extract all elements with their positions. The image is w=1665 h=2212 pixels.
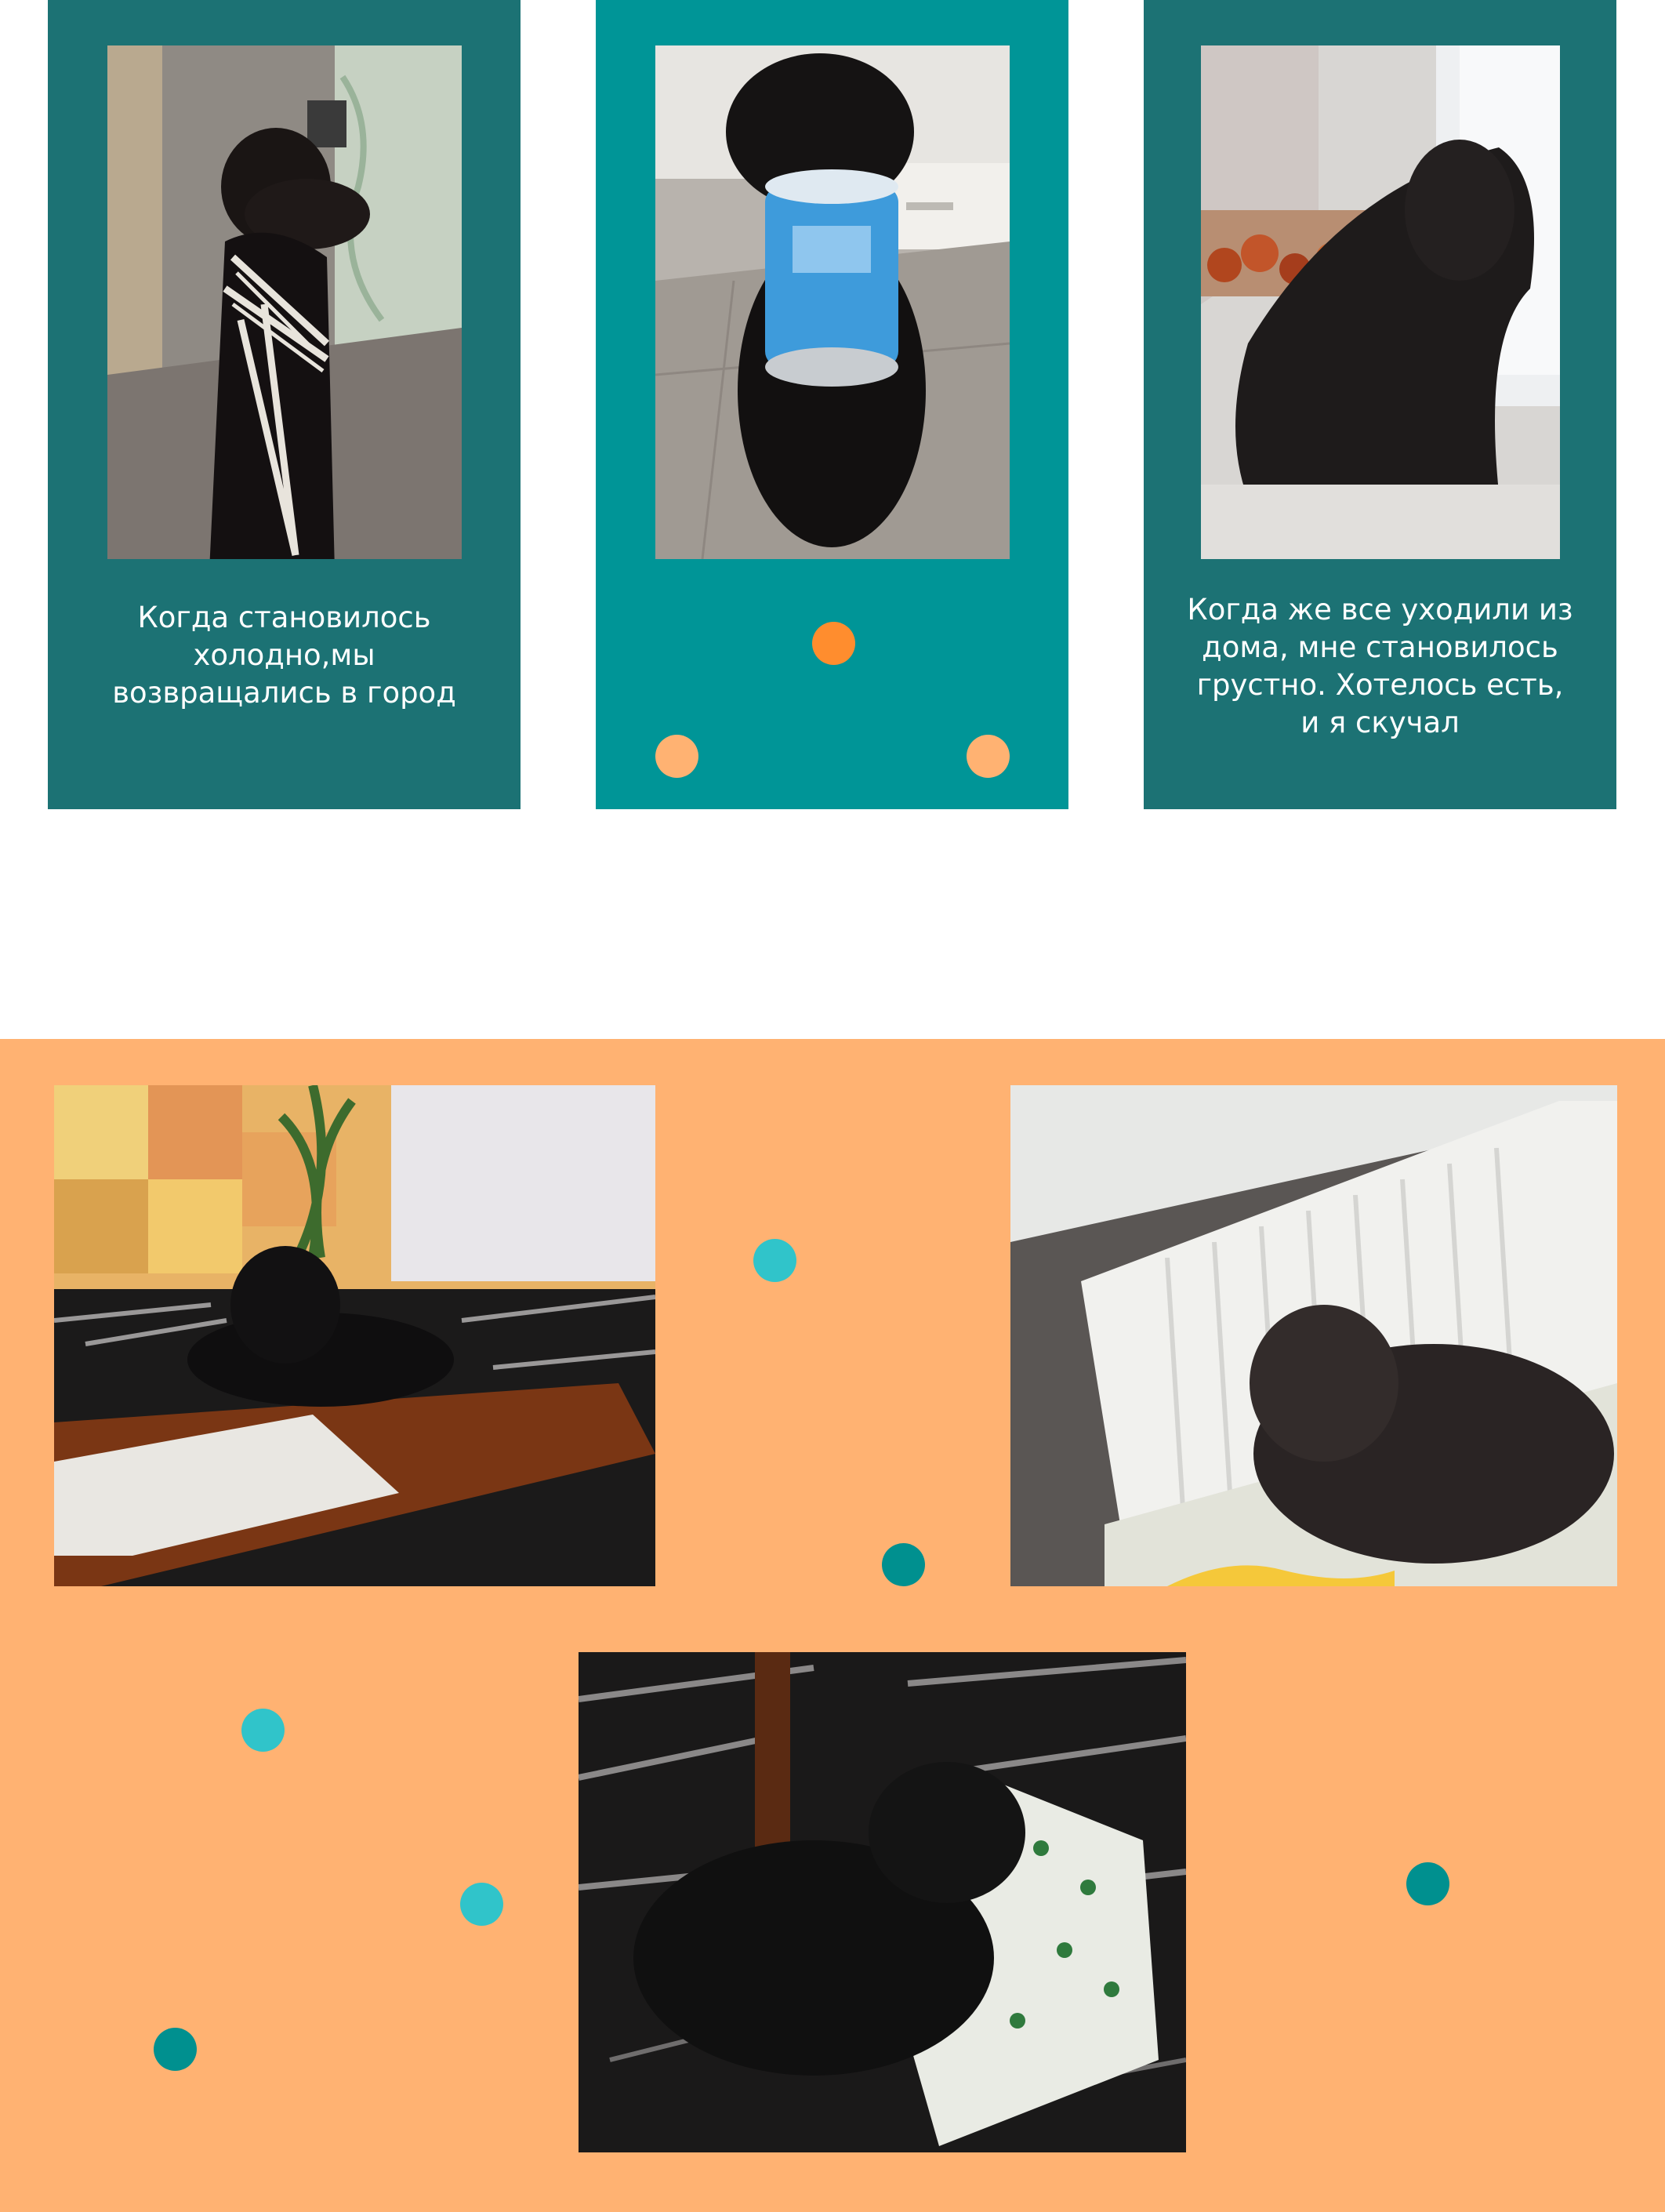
dog-sleeping-photo: [579, 1652, 1186, 2152]
decorative-dot: [967, 735, 1010, 778]
photo-gallery-section: [0, 1039, 1665, 2212]
decorative-dot: [241, 1709, 285, 1752]
decorative-dot: [460, 1883, 503, 1926]
decorative-dot: [753, 1239, 796, 1282]
decorative-dot: [882, 1543, 925, 1586]
decorative-dot: [812, 622, 855, 665]
story-card-yogurt: [596, 0, 1068, 809]
dog-by-radiator-photo: [1010, 1085, 1617, 1586]
card-caption: Когда же все уходили из дома, мне станов…: [1187, 593, 1573, 739]
dog-in-scarf-photo: [107, 45, 462, 559]
dog-with-yogurt-cup-photo: [655, 45, 1010, 559]
decorative-dot: [1406, 1862, 1449, 1905]
card-caption: Когда становилось холодно,мы возвращалис…: [112, 601, 456, 710]
dog-on-windowsill-photo: [1201, 45, 1560, 559]
decorative-dot: [655, 735, 698, 778]
decorative-dot: [154, 2028, 197, 2071]
story-card-home-alone: Когда же все уходили из дома, мне станов…: [1144, 0, 1616, 809]
dog-on-table-photo: [54, 1085, 655, 1586]
story-card-cold-weather: Когда становилось холодно,мы возвращалис…: [48, 0, 521, 809]
